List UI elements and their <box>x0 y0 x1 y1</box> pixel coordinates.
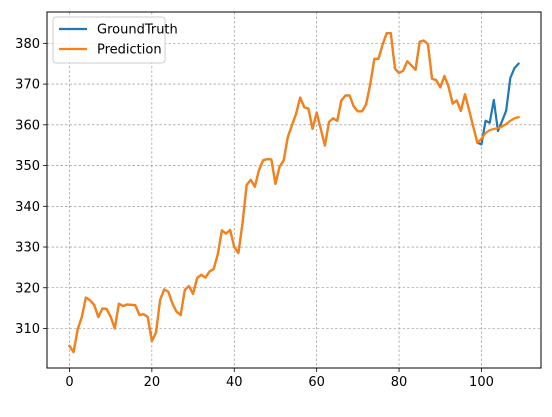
y-tick-label: 380 <box>15 37 40 52</box>
series-points-prediction <box>69 33 518 352</box>
y-tick-label: 330 <box>15 241 40 256</box>
legend: GroundTruth Prediction <box>53 17 178 63</box>
series-line-groundtruth <box>69 33 518 352</box>
y-tick-label: 370 <box>15 78 40 93</box>
series-layer <box>69 33 518 352</box>
x-tick-label: 40 <box>226 375 243 390</box>
y-tick-label: 360 <box>15 118 40 133</box>
series-points-groundtruth <box>69 33 518 352</box>
y-tick-label: 350 <box>15 159 40 174</box>
x-tick-label: 60 <box>308 375 325 390</box>
legend-label: GroundTruth <box>97 23 178 38</box>
x-tick-label: 80 <box>391 375 408 390</box>
y-tick-label: 320 <box>15 281 40 296</box>
plot-frame <box>47 12 541 368</box>
y-tick-label: 310 <box>15 322 40 337</box>
x-tick-label: 100 <box>469 375 494 390</box>
x-tick-label: 0 <box>65 375 73 390</box>
y-tick-label: 340 <box>15 200 40 215</box>
series-line-prediction <box>69 33 518 352</box>
x-tick-label: 20 <box>144 375 161 390</box>
y-axis: 310 320 330 340 350 360 370 380 <box>15 37 47 337</box>
x-axis: 0 20 40 60 80 100 <box>65 368 494 390</box>
legend-label: Prediction <box>97 43 162 58</box>
grid-layer <box>47 12 541 368</box>
